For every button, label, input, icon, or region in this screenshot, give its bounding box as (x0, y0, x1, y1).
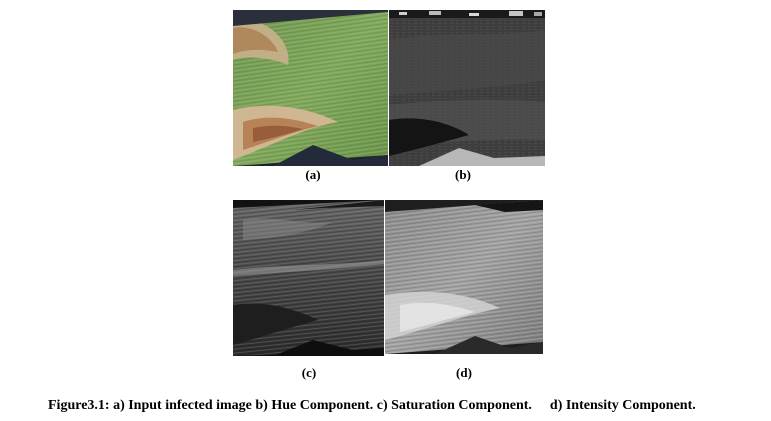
panel-label-a: (a) (305, 167, 321, 182)
panel-label-b: (b) (455, 167, 471, 182)
figure-caption: Figure3.1: a) Input infected image b) Hu… (48, 397, 696, 415)
panel-label-c: (c) (301, 365, 317, 380)
saturation-component-image (233, 200, 384, 356)
figure-caption-intensity: d) Intensity Component. (549, 398, 696, 413)
figure-caption-main: Figure3.1: a) Input infected image b) Hu… (48, 398, 532, 413)
input-infected-leaf-image (233, 10, 388, 166)
panel-label-d: (d) (456, 365, 472, 380)
hue-component-image (389, 10, 545, 166)
intensity-component-image (385, 200, 543, 354)
